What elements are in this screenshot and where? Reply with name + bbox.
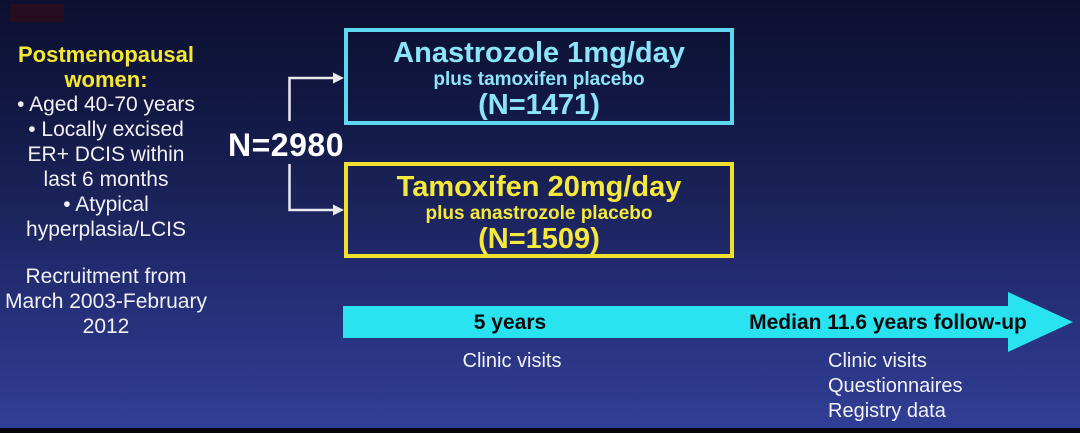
arm-box-tamoxifen: Tamoxifen 20mg/day plus anastrozole plac… — [344, 162, 734, 258]
arm-tamoxifen-n: (N=1509) — [478, 223, 600, 255]
top-left-red-marker — [10, 4, 64, 22]
arm-anastrozole-placebo: plus tamoxifen placebo — [433, 69, 645, 90]
treatment-phase-note: Clinic visits — [462, 350, 562, 372]
arrowhead-bottom-icon — [333, 204, 344, 216]
timeline-treatment-label: 5 years — [473, 311, 547, 334]
eligibility-criteria-list: • Aged 40-70 years • Locally excised ER+… — [17, 93, 195, 241]
timeline-arrow — [343, 292, 1073, 352]
arrowhead-top-icon — [333, 72, 344, 84]
arm-anastrozole-n: (N=1471) — [478, 89, 600, 121]
followup-phase-notes: Clinic visits Questionnaires Registry da… — [828, 350, 963, 422]
eligibility-title: Postmenopausal women: — [17, 42, 195, 92]
timeline-followup-label: Median 11.6 years follow-up — [749, 311, 1027, 334]
arm-anastrozole-drug: Anastrozole 1mg/day — [393, 37, 685, 69]
recruitment-period-text: Recruitment from March 2003-February 201… — [5, 265, 207, 338]
eligibility-panel: Postmenopausal women: • Aged 40-70 years… — [0, 42, 212, 339]
bottom-edge-bar — [0, 428, 1080, 433]
arm-box-anastrozole: Anastrozole 1mg/day plus tamoxifen place… — [344, 28, 734, 125]
arm-tamoxifen-drug: Tamoxifen 20mg/day — [396, 171, 682, 203]
randomized-total-label: N=2980 — [228, 127, 344, 163]
arm-tamoxifen-placebo: plus anastrozole placebo — [425, 203, 653, 224]
